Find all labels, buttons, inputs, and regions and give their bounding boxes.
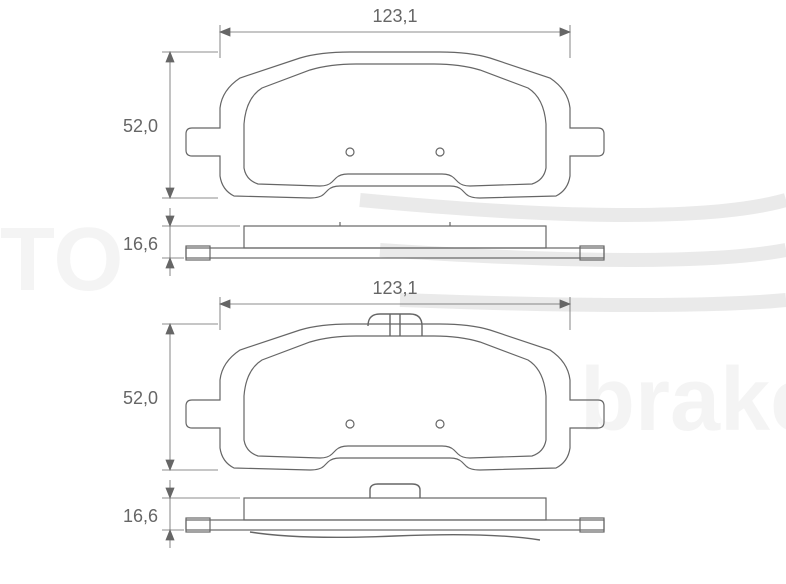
bottom-pad-side <box>186 484 604 540</box>
watermark-sub: brakes <box>580 350 786 450</box>
top-thickness-label: 16,6 <box>123 234 158 254</box>
technical-drawing: TO brakes 123,1 <box>0 0 786 584</box>
top-pad-face <box>186 52 604 198</box>
bottom-height-label: 52,0 <box>123 388 158 408</box>
watermark-left: TO <box>0 210 123 310</box>
watermark: TO brakes <box>0 200 786 450</box>
top-width-label: 123,1 <box>372 6 417 26</box>
bottom-thickness-label: 16,6 <box>123 506 158 526</box>
bottom-pad-group: 123,1 52,0 <box>123 278 604 548</box>
bottom-height-dimension <box>162 324 218 470</box>
bottom-pad-face <box>186 314 604 470</box>
top-height-label: 52,0 <box>123 116 158 136</box>
top-width-dimension <box>220 25 570 58</box>
top-pad-group: 123,1 52,0 <box>123 6 604 276</box>
top-thickness-dimension <box>162 208 240 276</box>
bottom-thickness-dimension <box>162 480 240 548</box>
bottom-width-label: 123,1 <box>372 278 417 298</box>
top-height-dimension <box>162 52 218 198</box>
